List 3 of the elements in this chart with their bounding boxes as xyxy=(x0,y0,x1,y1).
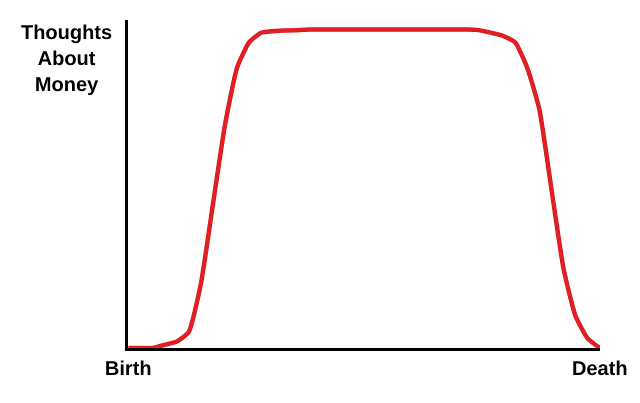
x-tick-label: Birth xyxy=(104,358,152,380)
y-axis-title: Thoughts About Money xyxy=(21,22,112,96)
x-tick-label: Death xyxy=(572,358,628,380)
